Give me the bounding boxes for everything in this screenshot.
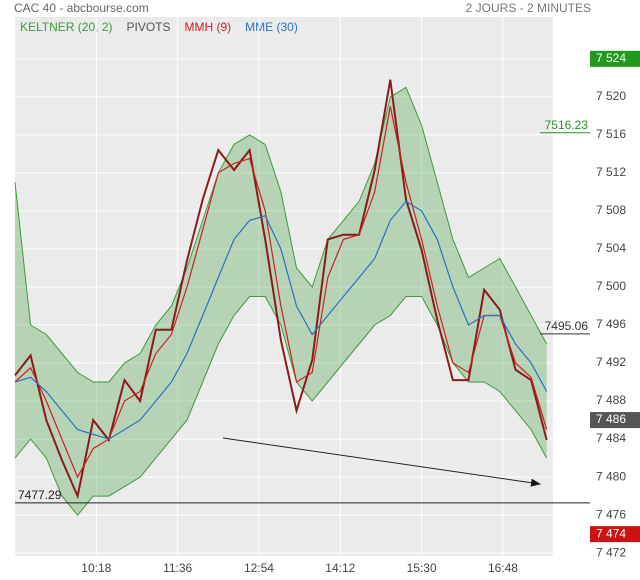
price-marker-label: 7 524 [596, 51, 626, 65]
mmh-line [14, 106, 548, 479]
price-marker [590, 412, 640, 429]
y-tick-label: 7 516 [596, 127, 626, 141]
y-tick-label: 7 484 [596, 431, 626, 445]
pivot-label: 7495.06 [545, 319, 589, 333]
legend-entry: MMH (9) [185, 20, 232, 34]
keltner-lower [14, 296, 548, 516]
y-tick-label: 7 512 [596, 165, 626, 179]
y-tick-label: 7 520 [596, 89, 626, 103]
y-tick-label: 7 492 [596, 355, 626, 369]
price-marker [590, 50, 640, 67]
price-marker [590, 526, 640, 543]
period: 2 JOURS - 2 MINUTES [466, 1, 591, 15]
y-tick-label: 7 500 [596, 279, 626, 293]
price-marker-label: 7 486 [596, 412, 626, 426]
pivot-label: 7477.29 [18, 488, 62, 502]
x-tick-label: 16:48 [488, 561, 518, 575]
mme-line [14, 200, 548, 440]
x-tick-label: 15:30 [407, 561, 437, 575]
legend-entry: PIVOTS [126, 20, 170, 34]
y-tick-label: 7 476 [596, 507, 626, 521]
trend-arrow [222, 437, 541, 487]
keltner-upper [14, 86, 548, 383]
y-tick-label: 7 496 [596, 317, 626, 331]
y-tick-label: 7 472 [596, 545, 626, 559]
price-marker-label: 7 474 [596, 526, 626, 540]
chart-title: CAC 40 - abcbourse.com [14, 1, 149, 15]
legend: KELTNER (20, 2) PIVOTS MMH (9) MME (30) [20, 20, 298, 34]
pivot-label: 7516.23 [545, 118, 589, 132]
legend-entry: MME (30) [245, 20, 298, 34]
y-tick-label: 7 504 [596, 241, 626, 255]
x-tick-label: 12:54 [244, 561, 274, 575]
keltner-band [15, 87, 547, 516]
y-tick-label: 7 488 [596, 393, 626, 407]
plot-layer: 7 472 7 476 7 480 7 484 7 488 7 492 7 496 7 500… [14, 17, 640, 575]
y-tick-label: 7 508 [596, 203, 626, 217]
x-tick-label: 10:18 [81, 561, 111, 575]
legend-entry: KELTNER (20, 2) [20, 20, 112, 34]
x-tick-label: 11:36 [163, 561, 192, 575]
x-tick-label: 14:12 [325, 561, 355, 575]
price-line [14, 79, 548, 500]
y-tick-label: 7 480 [596, 469, 626, 483]
